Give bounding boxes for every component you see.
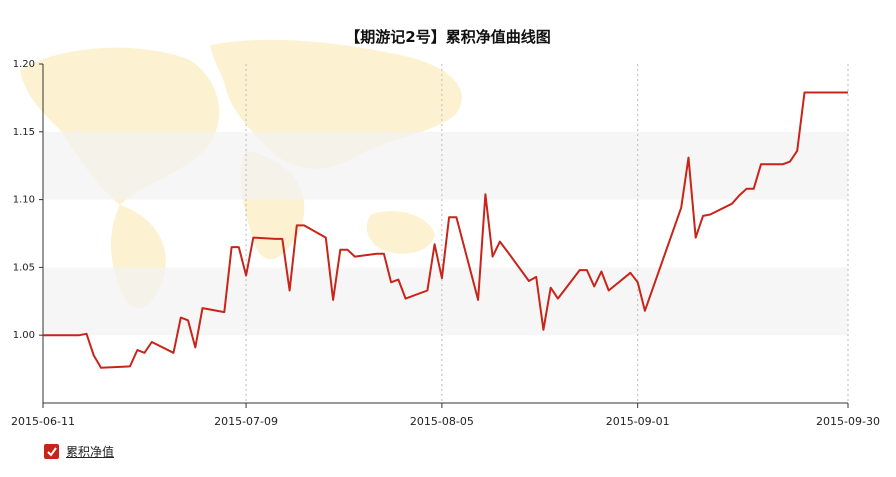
y-tick-label: 1.10 — [13, 195, 35, 206]
y-tick-label: 1.20 — [13, 59, 35, 70]
y-tick-label: 1.05 — [13, 262, 35, 273]
chart-legend[interactable]: 累积净值 — [44, 443, 114, 460]
x-tick-label: 2015-07-09 — [214, 415, 278, 428]
x-tick-label: 2015-08-05 — [410, 415, 474, 428]
grid-band — [43, 131, 848, 200]
world-map-shape — [366, 211, 435, 254]
grid-band — [43, 267, 848, 336]
legend-series-label[interactable]: 累积净值 — [66, 445, 115, 459]
x-tick-label: 2015-06-11 — [11, 415, 75, 428]
y-tick-label: 1.15 — [13, 127, 35, 138]
series-line — [43, 91, 848, 369]
chart-title: 【期游记2号】累积净值曲线图 — [345, 28, 551, 46]
checkbox-checked-icon[interactable] — [44, 444, 59, 459]
y-tick-label: 1.00 — [13, 330, 35, 341]
x-tick-label: 2015-09-01 — [606, 415, 670, 428]
x-tick-label: 2015-09-30 — [816, 415, 880, 428]
